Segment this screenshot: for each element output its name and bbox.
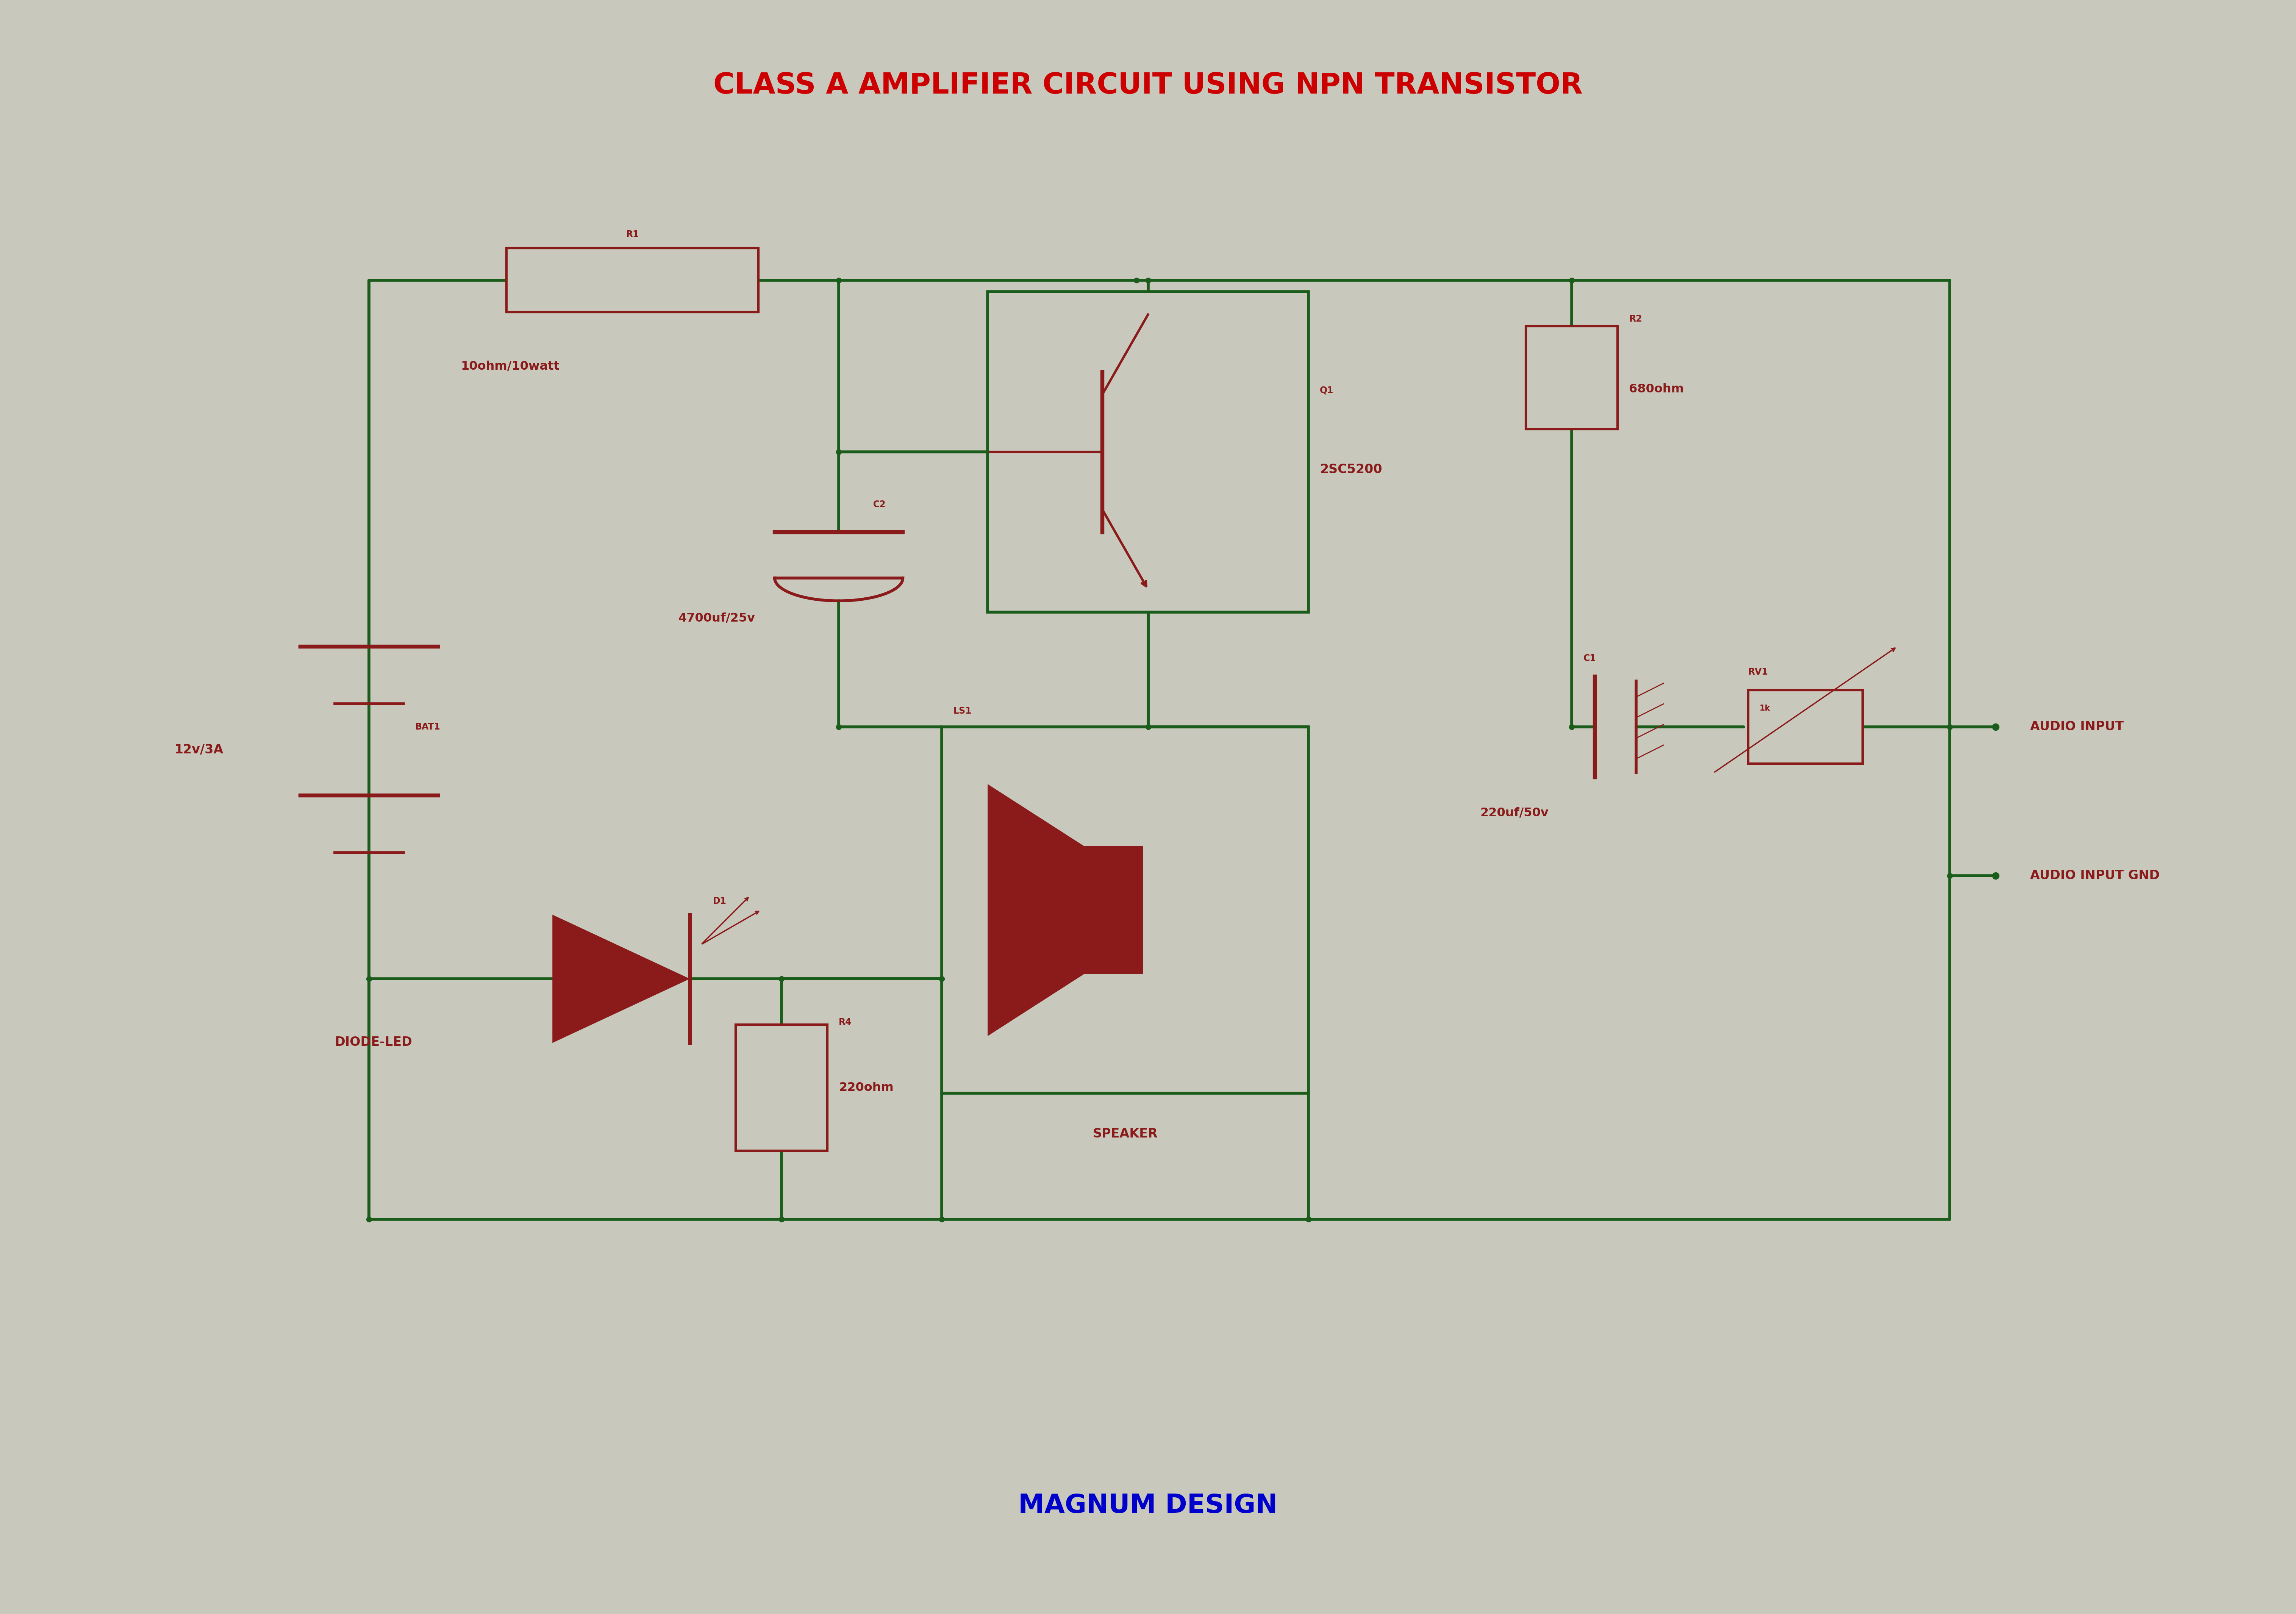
Text: AUDIO INPUT: AUDIO INPUT — [2030, 720, 2124, 733]
Text: SPEAKER: SPEAKER — [1093, 1128, 1157, 1139]
Text: C2: C2 — [872, 500, 886, 510]
Text: 680ohm: 680ohm — [1630, 383, 1683, 395]
Text: AUDIO INPUT GND: AUDIO INPUT GND — [2030, 870, 2161, 881]
Text: Q1: Q1 — [1320, 386, 1334, 395]
Polygon shape — [987, 784, 1084, 1036]
Text: BAT1: BAT1 — [416, 723, 441, 731]
Text: 2SC5200: 2SC5200 — [1320, 463, 1382, 476]
Bar — [1084, 846, 1143, 975]
Bar — [987, 292, 1309, 612]
Text: 220ohm: 220ohm — [838, 1081, 893, 1094]
Text: CLASS A AMPLIFIER CIRCUIT USING NPN TRANSISTOR: CLASS A AMPLIFIER CIRCUIT USING NPN TRAN… — [714, 71, 1582, 100]
Text: 4700uf/25v: 4700uf/25v — [677, 612, 755, 625]
Text: 220uf/50v: 220uf/50v — [1481, 807, 1548, 818]
Bar — [1747, 691, 1862, 763]
Text: C1: C1 — [1584, 654, 1596, 663]
Text: R4: R4 — [838, 1018, 852, 1027]
Bar — [1527, 326, 1619, 429]
Text: MAGNUM DESIGN: MAGNUM DESIGN — [1019, 1493, 1277, 1519]
Text: DIODE-LED: DIODE-LED — [335, 1036, 413, 1049]
Bar — [941, 726, 1309, 1093]
Text: R2: R2 — [1630, 315, 1642, 324]
Text: R1: R1 — [627, 229, 638, 239]
Bar — [507, 249, 758, 312]
Text: 1k: 1k — [1759, 705, 1770, 712]
Text: 12v/3A: 12v/3A — [174, 744, 223, 755]
Text: RV1: RV1 — [1747, 667, 1768, 676]
Text: D1: D1 — [712, 896, 726, 905]
Polygon shape — [553, 915, 689, 1043]
Text: 10ohm/10watt: 10ohm/10watt — [461, 360, 560, 373]
Text: LS1: LS1 — [953, 707, 971, 715]
Bar — [735, 1025, 827, 1151]
